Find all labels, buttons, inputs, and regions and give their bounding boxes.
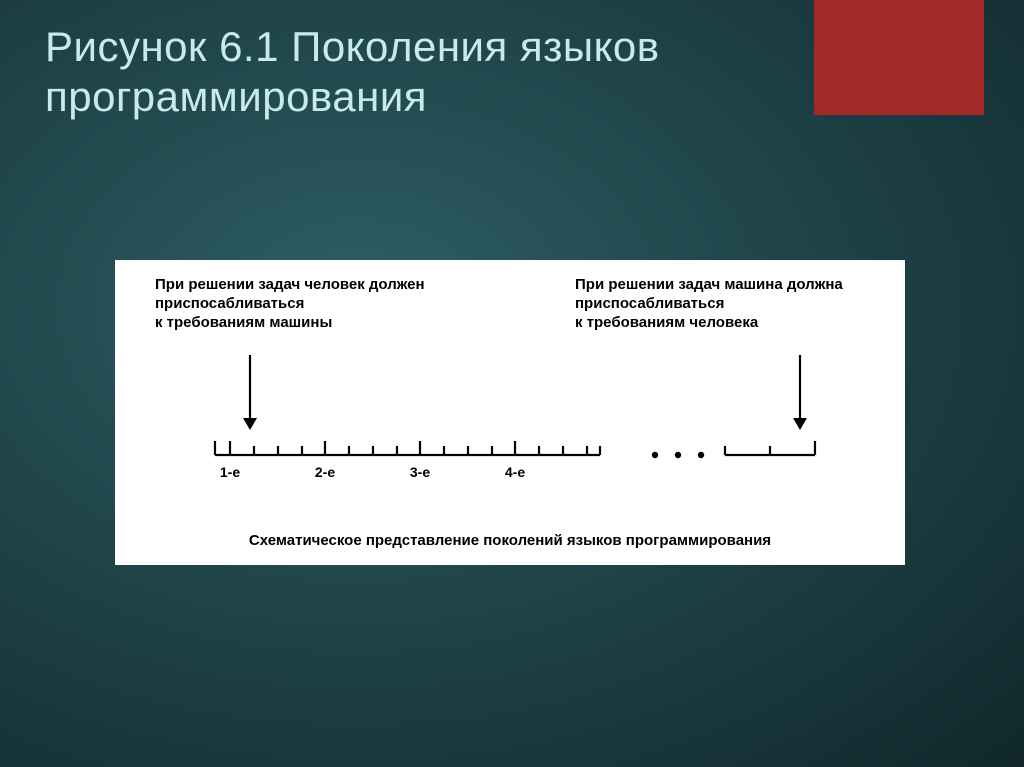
svg-text:4-е: 4-е	[505, 464, 525, 480]
svg-text:1-е: 1-е	[220, 464, 240, 480]
slide-title: Рисунок 6.1 Поколения языков программиро…	[45, 22, 660, 121]
diagram-container: При решении задач человек должен приспос…	[115, 260, 905, 565]
corner-decoration	[814, 0, 984, 115]
title-line2: программирования	[45, 73, 427, 120]
svg-text:2-е: 2-е	[315, 464, 335, 480]
title-line1: Рисунок 6.1 Поколения языков	[45, 23, 660, 70]
diagram-caption: Схематическое представление поколений яз…	[115, 532, 905, 549]
svg-text:3-е: 3-е	[410, 464, 430, 480]
timeline-axis: 1-е 2-е 3-е 4-е	[115, 260, 905, 510]
